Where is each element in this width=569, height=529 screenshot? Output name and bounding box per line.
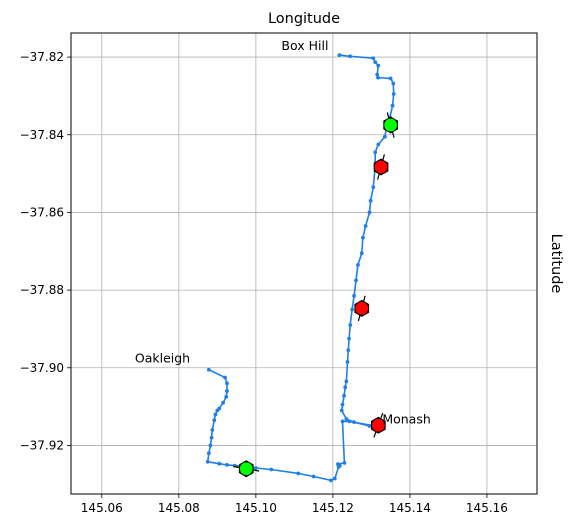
route-point [340, 402, 345, 407]
route-point [205, 459, 210, 464]
route-point [354, 278, 358, 283]
x-tick-label: 145.16 [466, 501, 508, 515]
route-point [363, 224, 368, 228]
route-point [224, 395, 229, 399]
route-point [348, 54, 353, 59]
x-tick-label: 145.08 [158, 501, 200, 515]
annotation-box-hill: Box Hill [281, 38, 328, 53]
marker-arrow [371, 419, 383, 431]
red-vehicle-marker [371, 412, 386, 438]
y-tick-label: −37.90 [20, 361, 64, 375]
annotation-oakleigh: Oakleigh [135, 351, 190, 366]
annotations-layer: Box Hill Oakleigh Monash [135, 38, 431, 426]
route-point [212, 418, 217, 423]
marker-arrow [376, 162, 388, 173]
y-tick-label: −37.86 [20, 205, 64, 219]
green-vehicle-marker [383, 112, 398, 138]
route-point [332, 476, 337, 481]
y-axis-label: Latitude [548, 234, 564, 294]
marker-arrow [357, 303, 369, 315]
y-tick-label: −37.82 [20, 50, 64, 64]
route-point [217, 461, 222, 466]
route-point [391, 81, 396, 86]
route-point [373, 150, 378, 155]
green-vehicle-marker [233, 460, 260, 478]
marker-arrow [241, 462, 253, 474]
y-tick-label: −37.92 [20, 438, 64, 452]
y-axis: −37.82 −37.84 −37.86 −37.88 −37.90 −37.92 [20, 50, 71, 452]
route-point [210, 428, 215, 432]
route-point [368, 198, 373, 203]
route-point [342, 393, 346, 398]
route-point [352, 420, 356, 425]
y-tick-label: −37.84 [20, 128, 64, 142]
route-point [225, 389, 229, 393]
route-point [329, 478, 333, 483]
route-point [225, 381, 229, 386]
chart-title: Longitude [268, 11, 340, 27]
route-point [206, 451, 211, 456]
route-point [348, 323, 353, 327]
route-point [221, 400, 226, 405]
route-point [375, 72, 380, 77]
x-tick-label: 145.14 [389, 501, 431, 515]
x-tick-label: 145.12 [312, 501, 354, 515]
route-point [269, 467, 274, 472]
markers-layer [233, 112, 398, 478]
route-point [253, 466, 258, 470]
route-point [208, 443, 213, 448]
route-point [345, 360, 350, 364]
route-point [367, 424, 372, 428]
grid [71, 33, 537, 494]
route-point [376, 142, 381, 147]
route-point [371, 56, 376, 61]
route-point [371, 185, 376, 190]
route-point [359, 251, 364, 256]
route-point [209, 435, 214, 440]
route-point [388, 76, 393, 81]
route-point [337, 53, 342, 58]
route-point [390, 103, 395, 108]
route-line [206, 54, 395, 482]
plot-frame [70, 32, 538, 495]
route-point [336, 464, 341, 469]
route-point [343, 385, 348, 390]
annotation-monash: Monash [382, 411, 430, 426]
route-point [296, 471, 301, 476]
y-tick-label: −37.88 [20, 283, 64, 297]
route-point [225, 462, 229, 467]
route-point [361, 235, 365, 240]
route-point [382, 134, 387, 139]
red-vehicle-marker [354, 295, 370, 322]
route-point [350, 307, 355, 312]
route-point [376, 75, 380, 80]
route-point [223, 375, 227, 380]
route-point [213, 412, 218, 417]
route-point [356, 262, 360, 267]
route-point [373, 60, 378, 65]
route-point [376, 63, 381, 68]
red-vehicle-marker [373, 154, 389, 180]
route-point [344, 379, 349, 384]
route-layer [205, 53, 396, 483]
marker-arrow [386, 119, 397, 131]
x-axis: 145.06 145.08 145.10 145.12 145.14 145.16 [81, 494, 508, 515]
route-point [217, 406, 222, 411]
route-point [347, 419, 352, 424]
route-point [352, 294, 356, 298]
route-point [340, 419, 345, 424]
route-point [206, 367, 211, 372]
route-point [344, 417, 349, 421]
route-point [347, 336, 351, 341]
route-point [391, 92, 396, 96]
route-point [346, 348, 351, 353]
x-tick-label: 145.06 [81, 501, 123, 515]
route-point [367, 210, 372, 215]
route-point [342, 461, 347, 465]
x-tick-label: 145.10 [235, 501, 277, 515]
route-point [339, 408, 344, 413]
route-point [311, 474, 316, 479]
